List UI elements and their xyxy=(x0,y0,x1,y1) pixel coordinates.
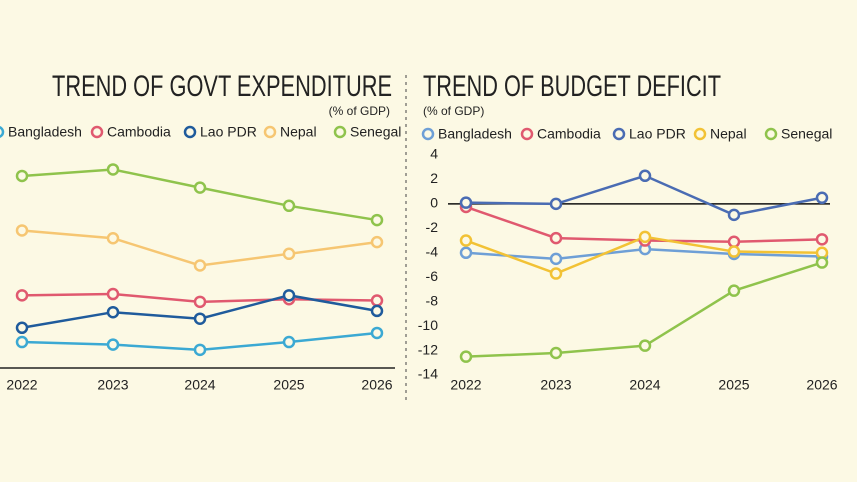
y-tick-label: -6 xyxy=(426,268,439,284)
x-tick-label: 2022 xyxy=(6,377,37,393)
x-tick-label: 2023 xyxy=(540,377,571,393)
data-point xyxy=(193,295,207,309)
x-tick-label: 2024 xyxy=(629,377,660,393)
data-point xyxy=(282,289,296,302)
data-point xyxy=(106,163,120,176)
data-point xyxy=(727,284,741,297)
data-point xyxy=(15,224,29,237)
data-point xyxy=(459,234,473,247)
legend-marker xyxy=(764,127,778,141)
y-tick-label: -2 xyxy=(426,219,439,235)
data-point xyxy=(549,231,563,245)
y-tick-label: -12 xyxy=(418,341,438,357)
data-point xyxy=(193,312,207,325)
subtitle: (% of GDP) xyxy=(423,104,484,118)
y-tick-label: -14 xyxy=(418,366,438,382)
data-point xyxy=(815,256,829,269)
data-point xyxy=(815,233,829,246)
data-point xyxy=(638,339,652,352)
legend-label: Cambodia xyxy=(537,126,601,142)
data-point xyxy=(549,267,563,280)
legend-marker xyxy=(333,125,347,139)
data-point xyxy=(106,231,120,245)
data-point xyxy=(106,287,120,301)
data-point xyxy=(459,246,473,260)
x-tick-label: 2026 xyxy=(361,377,392,393)
y-tick-label: -10 xyxy=(418,317,438,333)
data-point xyxy=(549,252,563,266)
data-point xyxy=(727,245,741,258)
subtitle: (% of GDP) xyxy=(329,104,390,118)
legend-label: Senegal xyxy=(781,126,832,142)
chart-title: TREND OF BUDGET DEFICIT xyxy=(423,70,721,103)
data-point xyxy=(15,335,29,349)
legend-label: Senegal xyxy=(350,124,401,140)
data-point xyxy=(549,197,563,211)
x-tick-label: 2023 xyxy=(97,377,128,393)
data-point xyxy=(370,326,384,340)
legend-label: Nepal xyxy=(710,126,747,142)
data-point xyxy=(638,230,652,244)
legend-marker xyxy=(693,127,707,141)
data-point xyxy=(15,321,29,335)
legend-label: Lao PDR xyxy=(629,126,686,142)
data-point xyxy=(193,259,207,272)
data-point xyxy=(15,289,29,302)
data-point xyxy=(193,343,207,357)
data-point xyxy=(282,247,296,261)
legend-marker xyxy=(90,125,104,139)
x-tick-label: 2022 xyxy=(450,377,481,393)
data-point xyxy=(459,350,473,363)
data-point xyxy=(282,199,296,213)
data-point xyxy=(15,169,29,183)
y-tick-label: 0 xyxy=(430,195,438,211)
x-tick-label: 2026 xyxy=(806,377,837,393)
data-point xyxy=(549,346,563,360)
legend-label: Bangladesh xyxy=(438,126,512,142)
legend-marker xyxy=(612,127,626,141)
data-point xyxy=(815,246,829,260)
x-tick-label: 2024 xyxy=(184,377,215,393)
y-tick-label: -4 xyxy=(426,243,439,259)
data-point xyxy=(727,208,741,222)
data-point xyxy=(370,294,384,307)
y-tick-label: 2 xyxy=(430,170,438,186)
x-tick-label: 2025 xyxy=(273,377,304,393)
legend-label: Lao PDR xyxy=(200,124,257,140)
data-point xyxy=(459,196,473,209)
y-tick-label: 4 xyxy=(430,146,438,162)
legend-marker xyxy=(263,125,277,139)
legend-label: Nepal xyxy=(280,124,317,140)
data-point xyxy=(282,335,296,349)
data-point xyxy=(370,235,384,249)
legend-marker xyxy=(520,127,534,141)
data-point xyxy=(727,235,741,249)
data-point xyxy=(370,304,384,318)
y-tick-label: -8 xyxy=(426,292,439,308)
data-point xyxy=(193,181,207,194)
legend-label: Bangladesh xyxy=(8,124,82,140)
legend-label: Cambodia xyxy=(107,124,171,140)
x-tick-label: 2025 xyxy=(718,377,749,393)
data-point xyxy=(638,169,652,183)
data-point xyxy=(815,191,829,205)
legend-marker xyxy=(183,125,197,139)
legend-marker xyxy=(0,126,5,138)
data-point xyxy=(370,213,384,227)
data-point xyxy=(106,338,120,351)
chart-title: TREND OF GOVT EXPENDITURE xyxy=(52,70,392,103)
legend-marker xyxy=(421,127,435,141)
data-point xyxy=(106,305,120,319)
